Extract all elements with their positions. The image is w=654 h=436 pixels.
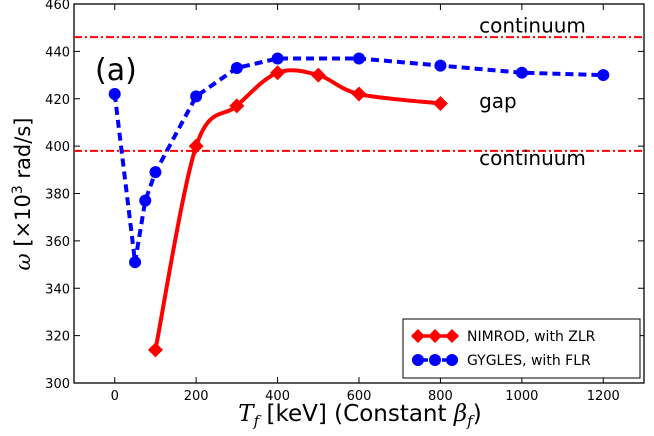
y-tick-label: 420 xyxy=(45,93,70,108)
y-tick-label: 320 xyxy=(45,330,70,345)
x-tick-label: 0 xyxy=(111,389,119,404)
data-point xyxy=(270,65,286,81)
legend-entry-nimrod: NIMROD, with ZLR xyxy=(411,329,596,345)
legend-label-nimrod: NIMROD, with ZLR xyxy=(467,329,596,345)
legend-marker-gygles-1 xyxy=(412,354,424,366)
legend-marker-nimrod-1 xyxy=(411,329,425,343)
data-point xyxy=(353,52,365,65)
data-point xyxy=(129,256,142,269)
y-tick-label: 460 xyxy=(45,0,70,13)
x-tick-label: 1000 xyxy=(505,389,538,404)
data-point xyxy=(271,52,284,65)
y-tick-label: 380 xyxy=(45,188,70,203)
y-tick-label: 400 xyxy=(45,140,70,155)
y-tick-label: 440 xyxy=(45,45,70,60)
x-tick-label: 200 xyxy=(184,389,209,404)
x-tick-label: 400 xyxy=(265,389,290,404)
series-gygles xyxy=(108,52,610,269)
legend-entry-gygles: GYGLES, with FLR xyxy=(412,353,591,369)
legend-marker-gygles-3 xyxy=(446,354,458,366)
data-point xyxy=(434,59,447,72)
legend-label-gygles: GYGLES, with FLR xyxy=(467,353,591,369)
series-layer xyxy=(108,52,610,358)
y-axis-title: ω [×103 rad/s] xyxy=(10,118,35,271)
annotations: continuum gap continuum xyxy=(479,13,586,170)
x-tick-label: 1200 xyxy=(587,389,620,404)
data-point xyxy=(515,66,528,79)
threshold-lines xyxy=(74,36,644,152)
data-point xyxy=(310,67,326,83)
panel-label: (a) xyxy=(95,53,137,88)
data-point xyxy=(432,95,448,111)
legend: NIMROD, with ZLR GYGLES, with FLR xyxy=(402,318,641,379)
axis-ticks: 0 200 400 600 800 1000 1200 300 320 340 360 380 400 4… xyxy=(45,0,644,404)
legend-marker-nimrod-2 xyxy=(428,329,442,343)
data-point xyxy=(139,194,152,207)
data-point xyxy=(108,88,121,101)
x-axis-title: Tf [keV] (Constant βf) xyxy=(238,401,481,430)
data-point xyxy=(188,138,204,154)
data-point xyxy=(190,90,203,103)
data-point xyxy=(351,86,367,102)
data-point xyxy=(230,61,243,74)
y-tick-label: 300 xyxy=(45,377,70,392)
annotation-continuum: continuum xyxy=(479,13,586,37)
data-point xyxy=(229,98,245,114)
x-tick-label: 800 xyxy=(428,389,453,404)
annotation-continuum: continuum xyxy=(479,146,586,170)
x-tick-label: 600 xyxy=(347,389,372,404)
legend-marker-nimrod-3 xyxy=(445,329,459,343)
series-line xyxy=(153,68,441,351)
data-point xyxy=(147,342,163,358)
y-tick-label: 360 xyxy=(45,235,70,250)
data-point xyxy=(597,69,610,82)
data-point xyxy=(149,166,162,179)
annotation-gap: gap xyxy=(479,89,517,113)
legend-box xyxy=(402,318,641,379)
legend-marker-gygles-2 xyxy=(429,354,441,366)
y-tick-label: 340 xyxy=(45,282,70,297)
series-nimrod xyxy=(147,65,448,358)
